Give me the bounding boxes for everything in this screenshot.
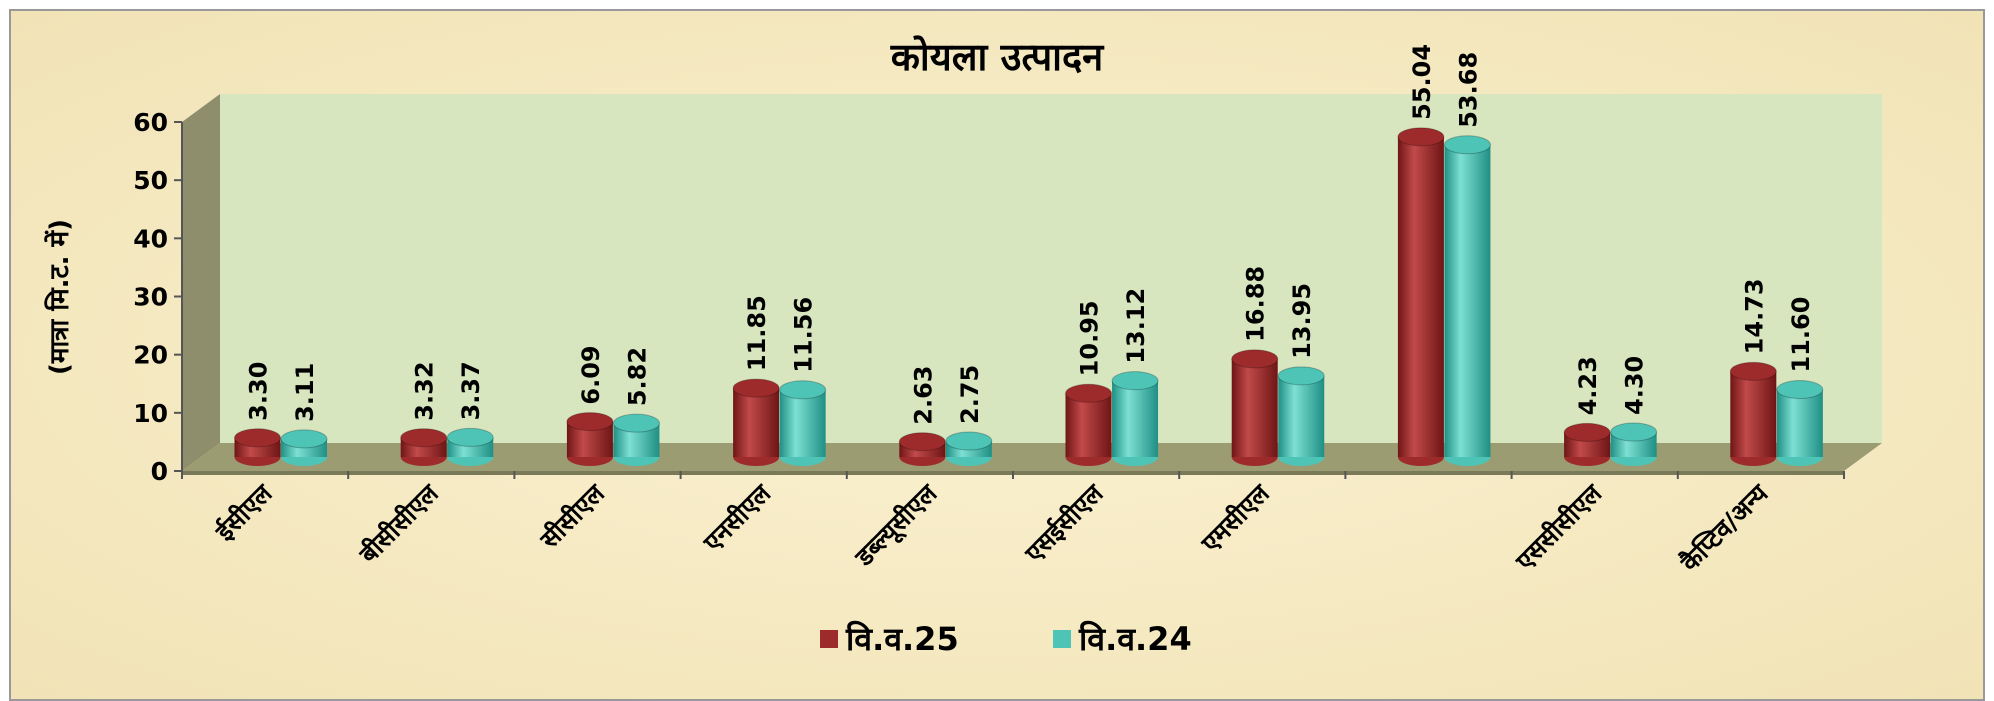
bar-top [446,427,494,447]
bar-top [234,428,282,448]
data-label: 3.30 [245,362,273,421]
y-tick-label: 30 [133,283,168,312]
data-label: 6.09 [577,345,605,404]
y-tick-label: 40 [133,224,168,253]
data-label: 11.56 [790,297,818,373]
bar-top [779,380,827,400]
bar [1065,393,1112,457]
bar-top [1729,361,1777,381]
bar-top [1610,422,1658,442]
data-label: 4.23 [1574,356,1602,415]
data-label: 2.63 [909,365,937,424]
data-label: 14.73 [1740,278,1768,354]
legend-label: वि.व.25 [845,620,959,658]
bar-top [400,428,448,448]
bar-top [1277,366,1325,386]
bar [1776,389,1823,457]
data-label: 2.75 [956,365,984,424]
bar [779,389,826,457]
bar-top [732,378,780,398]
data-label: 3.37 [457,361,485,420]
data-label: 10.95 [1076,300,1104,376]
data-label: 5.82 [623,347,651,406]
bar-top [1776,380,1824,400]
bar [1278,375,1325,457]
bar [1730,371,1777,457]
bar-top [1111,371,1159,391]
bar-top [1231,349,1279,369]
chart-title: कोयला उत्पादन [890,35,1105,79]
bar-top [1563,422,1611,442]
y-tick-label: 50 [133,166,168,195]
bar-top [1443,135,1491,155]
legend-label: वि.व.24 [1078,620,1192,658]
bar [1444,144,1491,457]
data-label: 11.60 [1787,297,1815,373]
y-axis-label: (मात्रा मि.ट. में) [44,219,75,375]
bar-top [1065,383,1113,403]
data-label: 3.11 [291,363,319,422]
bar [1231,358,1278,457]
data-label: 16.88 [1242,266,1270,342]
bar-top [1397,127,1445,147]
data-label: 13.95 [1288,283,1316,359]
y-tick-label: 60 [133,108,168,137]
data-label: 3.32 [411,361,439,420]
bar-top [898,432,946,452]
data-label: 13.12 [1122,288,1150,364]
bar-top [612,413,660,433]
y-tick-label: 10 [133,399,168,428]
bar-top [280,429,328,449]
side-wall [182,94,220,471]
bar [1112,380,1159,457]
legend-swatch [820,630,838,648]
data-label: 4.30 [1621,356,1649,415]
bar-top [945,431,993,451]
bar [733,388,780,457]
bar [1397,136,1444,458]
data-label: 55.04 [1408,44,1436,120]
y-tick-label: 20 [133,341,168,370]
data-label: 53.68 [1454,52,1482,128]
legend-swatch [1053,630,1071,648]
bar-top [566,412,614,432]
data-label: 11.85 [743,295,771,371]
y-tick-label: 0 [151,457,168,486]
